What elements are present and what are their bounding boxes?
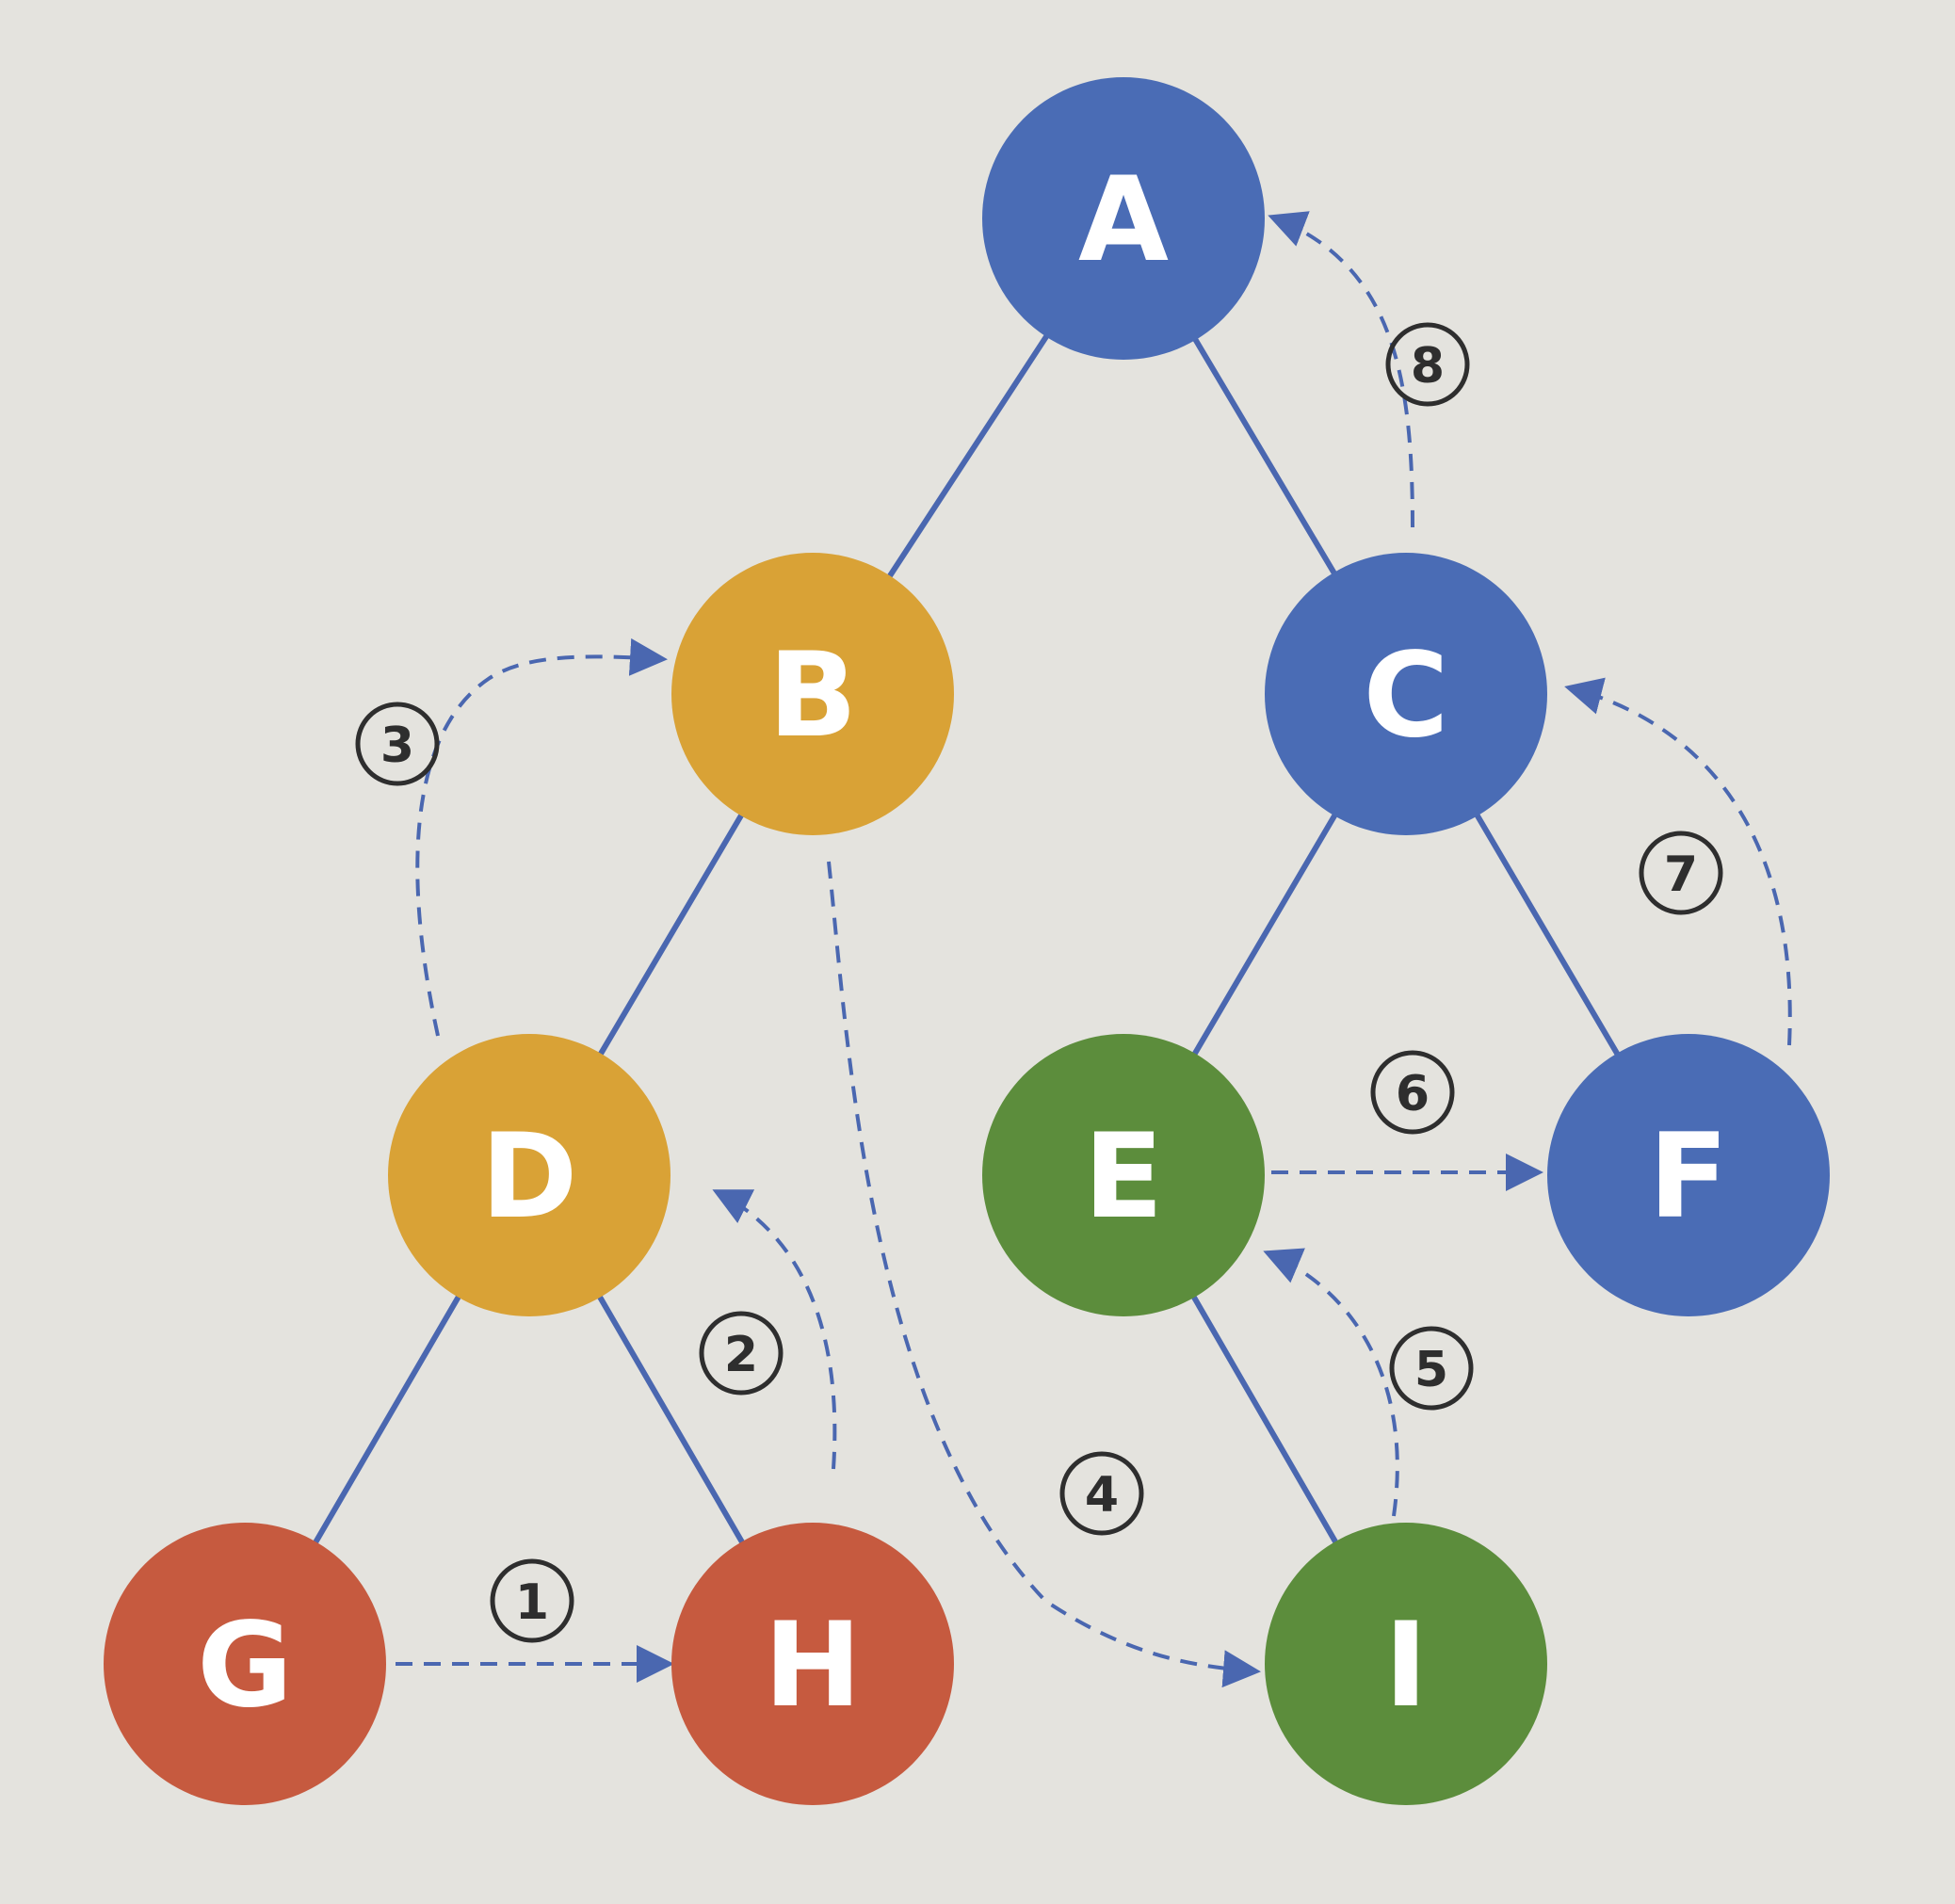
- node-circle: [1265, 1523, 1547, 1805]
- node-a: A: [982, 77, 1265, 360]
- node-label: D: [481, 1109, 578, 1245]
- node-label: I: [1384, 1598, 1428, 1734]
- step-number: 5: [1414, 1342, 1448, 1398]
- node-circle: [1265, 553, 1547, 835]
- step-number: 2: [724, 1327, 758, 1383]
- node-g: G: [104, 1523, 386, 1805]
- node-h: H: [671, 1523, 954, 1805]
- node-circle: [1547, 1034, 1830, 1316]
- step-number: 6: [1396, 1066, 1430, 1122]
- step-number: 8: [1411, 338, 1445, 395]
- step-label-8: 8: [1385, 322, 1470, 407]
- arrow-step-5: [1263, 1248, 1399, 1517]
- node-label: B: [768, 628, 858, 764]
- tree-edges: [242, 217, 1691, 1666]
- step-circle: [1639, 831, 1723, 915]
- node-i: I: [1265, 1523, 1547, 1805]
- node-circle: [388, 1034, 671, 1316]
- step-circle: [1389, 1326, 1474, 1411]
- node-label: F: [1649, 1109, 1729, 1245]
- step-circle: [355, 702, 440, 786]
- step-circle: [1385, 322, 1470, 407]
- node-circle: [982, 77, 1265, 360]
- node-label: G: [197, 1598, 293, 1734]
- step-number: 7: [1664, 847, 1698, 903]
- step-number: 1: [515, 1574, 549, 1631]
- traversal-arrows: [396, 211, 1792, 1688]
- step-labels: 1 2 3 4 5 6 7 8: [355, 322, 1723, 1643]
- arrow-step-2: [712, 1189, 837, 1470]
- node-label: C: [1363, 628, 1448, 764]
- step-circle: [490, 1558, 574, 1643]
- node-circle: [104, 1523, 386, 1805]
- node-d: D: [388, 1034, 671, 1316]
- node-label: E: [1084, 1109, 1164, 1245]
- step-label-5: 5: [1389, 1326, 1474, 1411]
- node-circle: [671, 1523, 954, 1805]
- step-label-3: 3: [355, 702, 440, 786]
- step-number: 3: [380, 718, 414, 774]
- arrow-step-8: [1268, 211, 1414, 528]
- arrow-step-4: [827, 861, 1261, 1688]
- step-circle: [1059, 1451, 1144, 1536]
- arrow-step-7: [1564, 677, 1792, 1046]
- step-label-4: 4: [1059, 1451, 1144, 1536]
- step-circle: [1370, 1050, 1455, 1135]
- step-label-7: 7: [1639, 831, 1723, 915]
- step-label-2: 2: [699, 1311, 784, 1396]
- step-number: 4: [1085, 1467, 1119, 1524]
- step-circle: [699, 1311, 784, 1396]
- step-label-6: 6: [1370, 1050, 1455, 1135]
- node-circle: [982, 1034, 1265, 1316]
- node-circle: [671, 553, 954, 835]
- node-e: E: [982, 1034, 1265, 1316]
- node-c: C: [1265, 553, 1547, 835]
- tree-nodes: A B C D E F G H I: [104, 77, 1830, 1805]
- node-label: H: [764, 1598, 862, 1734]
- step-label-1: 1: [490, 1558, 574, 1643]
- arrow-step-3: [415, 637, 668, 1037]
- node-f: F: [1547, 1034, 1830, 1316]
- node-label: A: [1078, 153, 1169, 288]
- node-b: B: [671, 553, 954, 835]
